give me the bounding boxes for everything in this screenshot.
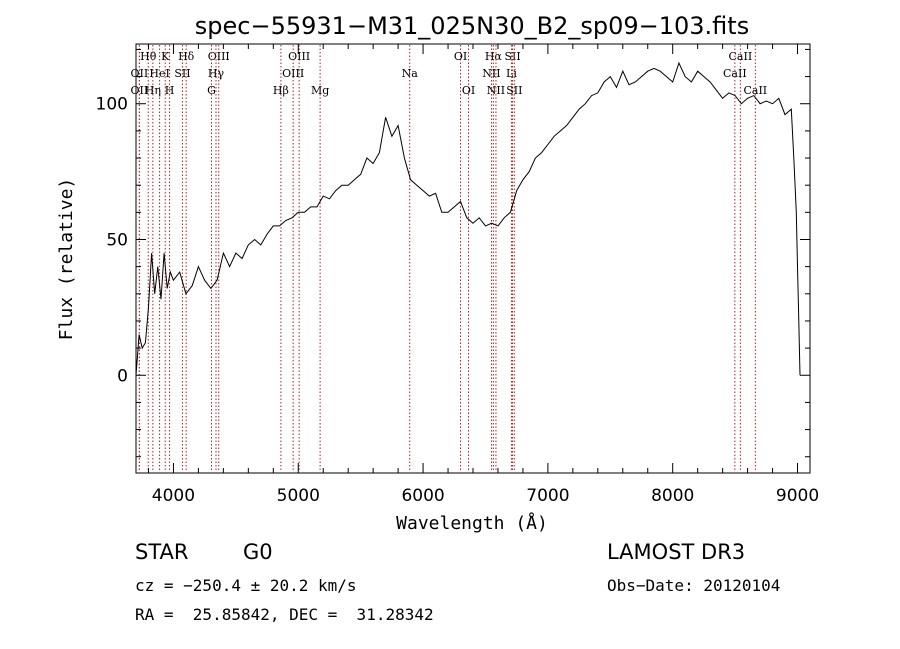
x-tick-label: 7000 bbox=[526, 486, 569, 506]
spectral-line-label: Hγ bbox=[208, 67, 225, 80]
spectral-line-label: SII bbox=[506, 84, 522, 97]
redshift-value: cz = −250.4 ± 20.2 km/s bbox=[135, 576, 357, 595]
spectral-line-label: OIII bbox=[282, 67, 304, 80]
y-tick-label: 100 bbox=[96, 95, 128, 115]
y-tick-label: 50 bbox=[106, 230, 128, 250]
x-tick-label: 8000 bbox=[651, 486, 694, 506]
spectral-line-label: K bbox=[161, 50, 170, 63]
y-axis-label: Flux (relative) bbox=[56, 178, 77, 341]
flux-series-line bbox=[135, 61, 801, 376]
spectral-line-label: NII bbox=[482, 67, 500, 80]
spectral-line-label: H bbox=[165, 84, 175, 97]
subclass: G0 bbox=[243, 540, 273, 564]
spectral-line-label: CaII bbox=[729, 50, 753, 63]
spectral-line-label: G bbox=[207, 84, 216, 97]
spectral-line-label: Na bbox=[402, 67, 419, 80]
x-tick-label: 9000 bbox=[776, 486, 819, 506]
spectral-line-label: OI bbox=[462, 84, 475, 97]
object-class: STAR bbox=[135, 540, 189, 564]
obs-date: Obs−Date: 20120104 bbox=[607, 576, 781, 595]
spectral-line-label: Hδ bbox=[178, 50, 195, 63]
x-axis-label: Wavelength (Å) bbox=[396, 512, 548, 534]
x-axis: 4000 5000 6000 7000 8000 9000 bbox=[147, 44, 819, 506]
survey-name: LAMOST DR3 bbox=[607, 540, 746, 564]
x-tick-label: 4000 bbox=[152, 486, 195, 506]
spectral-line-label: Hβ bbox=[273, 84, 289, 97]
x-tick-label: 5000 bbox=[277, 486, 320, 506]
coordinates: RA = 25.85842, DEC = 31.28342 bbox=[135, 605, 434, 624]
plot-frame bbox=[135, 43, 811, 474]
spectral-line-label: NII bbox=[487, 84, 505, 97]
chart-title: spec−55931−M31_025N30_B2_sp09−103.fits bbox=[195, 12, 749, 40]
spectral-line-label: OII bbox=[131, 84, 149, 97]
y-axis: 0 50 100 bbox=[96, 48, 810, 458]
y-tick-label: 0 bbox=[117, 366, 128, 386]
spectral-line-label: OIII bbox=[288, 50, 310, 63]
spectral-line-label: Hα bbox=[485, 50, 503, 63]
spectral-line-label: OIII bbox=[208, 50, 230, 63]
spectral-line-label: CaII bbox=[743, 84, 767, 97]
spectral-line-label: Li bbox=[506, 67, 517, 80]
spectral-line-label: OI bbox=[454, 50, 467, 63]
spectral-line-label: Hη bbox=[145, 84, 161, 97]
x-tick-label: 6000 bbox=[401, 486, 444, 506]
spectral-line-label: Hθ bbox=[140, 50, 157, 63]
spectral-line-label: SII bbox=[504, 50, 520, 63]
spectral-line-label: CaII bbox=[723, 67, 747, 80]
spectral-line-label: HeI bbox=[149, 67, 169, 80]
spectral-line-label: Mg bbox=[311, 84, 329, 97]
spectral-line-label: SII bbox=[174, 67, 190, 80]
